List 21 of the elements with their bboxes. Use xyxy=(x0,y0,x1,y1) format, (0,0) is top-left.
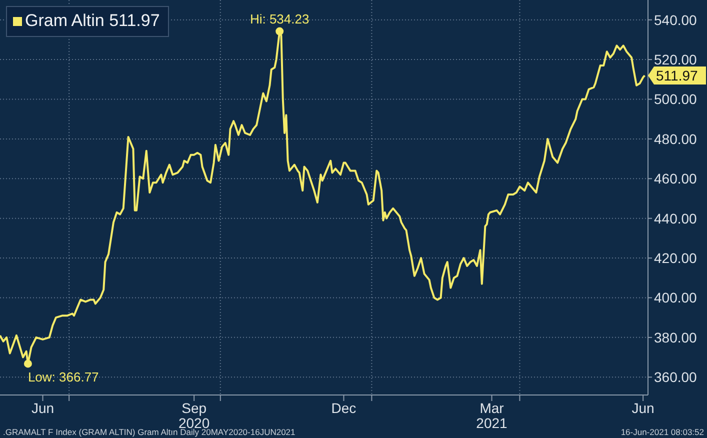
y-tick-label: 420.00 xyxy=(654,250,698,266)
x-tick-label: Mar 2021 xyxy=(476,400,508,431)
annotation: 511.97 xyxy=(656,67,698,84)
y-tick-label: 500.00 xyxy=(654,91,698,108)
annotation: Hi: 534.23 xyxy=(250,11,310,26)
y-tick-label: 440.00 xyxy=(654,210,698,226)
x-tick-label: Dec xyxy=(331,400,356,416)
y-tick-label: 540.00 xyxy=(654,12,698,28)
text: .GRAMALT F Index (GRAM ALTIN) Gram Altın Daily 20MAY2020-16JUN2021 xyxy=(3,427,296,437)
annotation: Low: 366.77 xyxy=(28,370,99,385)
y-tick-label: 360.00 xyxy=(654,369,698,386)
y-tick-label: 400.00 xyxy=(654,290,698,306)
x-tick-label: Jun xyxy=(31,400,54,416)
y-tick-label: 480.00 xyxy=(654,130,698,147)
y-tick-label: 460.00 xyxy=(654,170,698,187)
y-tick-label: 380.00 xyxy=(654,329,698,346)
y-tick-label: 520.00 xyxy=(654,52,698,68)
legend-label: Gram Altin 511.97 xyxy=(25,11,160,31)
value-tag: 511.97 xyxy=(648,66,706,84)
x-tick-label: Jun xyxy=(632,400,654,416)
text: 16-Jun-2021 08:03:52 xyxy=(620,427,704,437)
